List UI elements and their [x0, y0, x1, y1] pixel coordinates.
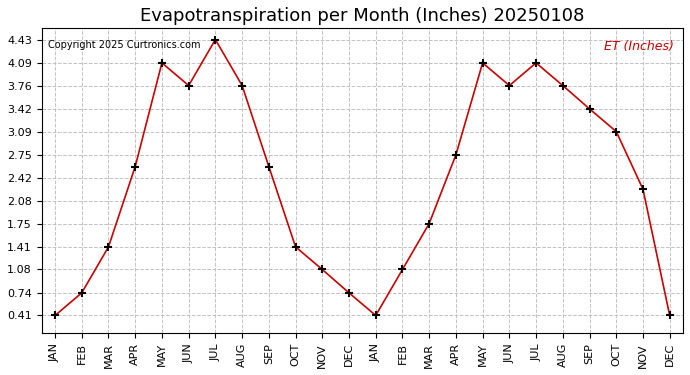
- Text: ET (Inches): ET (Inches): [604, 40, 673, 53]
- Text: Copyright 2025 Curtronics.com: Copyright 2025 Curtronics.com: [48, 40, 201, 50]
- Title: Evapotranspiration per Month (Inches) 20250108: Evapotranspiration per Month (Inches) 20…: [140, 7, 584, 25]
